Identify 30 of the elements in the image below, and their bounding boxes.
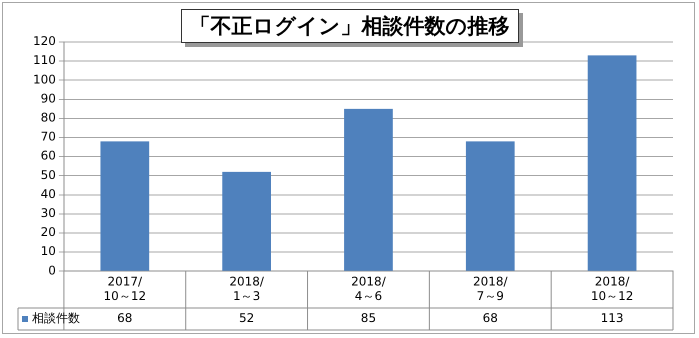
y-tick-label: 50 [40, 168, 56, 182]
y-tick-label: 20 [40, 225, 56, 240]
y-tick-label: 30 [40, 206, 56, 220]
y-tick-label: 120 [33, 34, 56, 48]
y-tick-label: 100 [33, 72, 56, 86]
y-tick-label: 10 [40, 244, 56, 258]
y-tick-label: 60 [40, 148, 56, 163]
bar [588, 55, 636, 271]
y-tick-label: 0 [48, 263, 56, 278]
y-tick-label: 90 [40, 91, 56, 106]
bar [466, 141, 515, 271]
x-tick-label: 2018/4～6 [351, 274, 387, 303]
data-label: 68 [482, 311, 498, 326]
x-tick-label: 2018/10～12 [590, 274, 634, 303]
x-tick-label: 2017/10～12 [104, 274, 146, 303]
bar [100, 141, 150, 271]
chart-title: 「不正ログイン」相談件数の推移 [180, 9, 518, 43]
data-label: 68 [117, 311, 132, 326]
x-tick-label: 2018/7～9 [472, 274, 509, 303]
legend-label: 相談件数 [32, 311, 80, 326]
y-tick-label: 80 [40, 110, 56, 125]
y-tick-label: 70 [40, 130, 56, 144]
bar [222, 172, 271, 271]
y-tick-label: 40 [40, 186, 56, 201]
data-label: 85 [360, 311, 376, 326]
data-label: 113 [600, 311, 624, 326]
data-label: 52 [238, 311, 254, 326]
y-tick-label: 110 [33, 53, 56, 68]
bar [344, 108, 393, 271]
x-tick-label: 2018/1～3 [229, 274, 265, 303]
